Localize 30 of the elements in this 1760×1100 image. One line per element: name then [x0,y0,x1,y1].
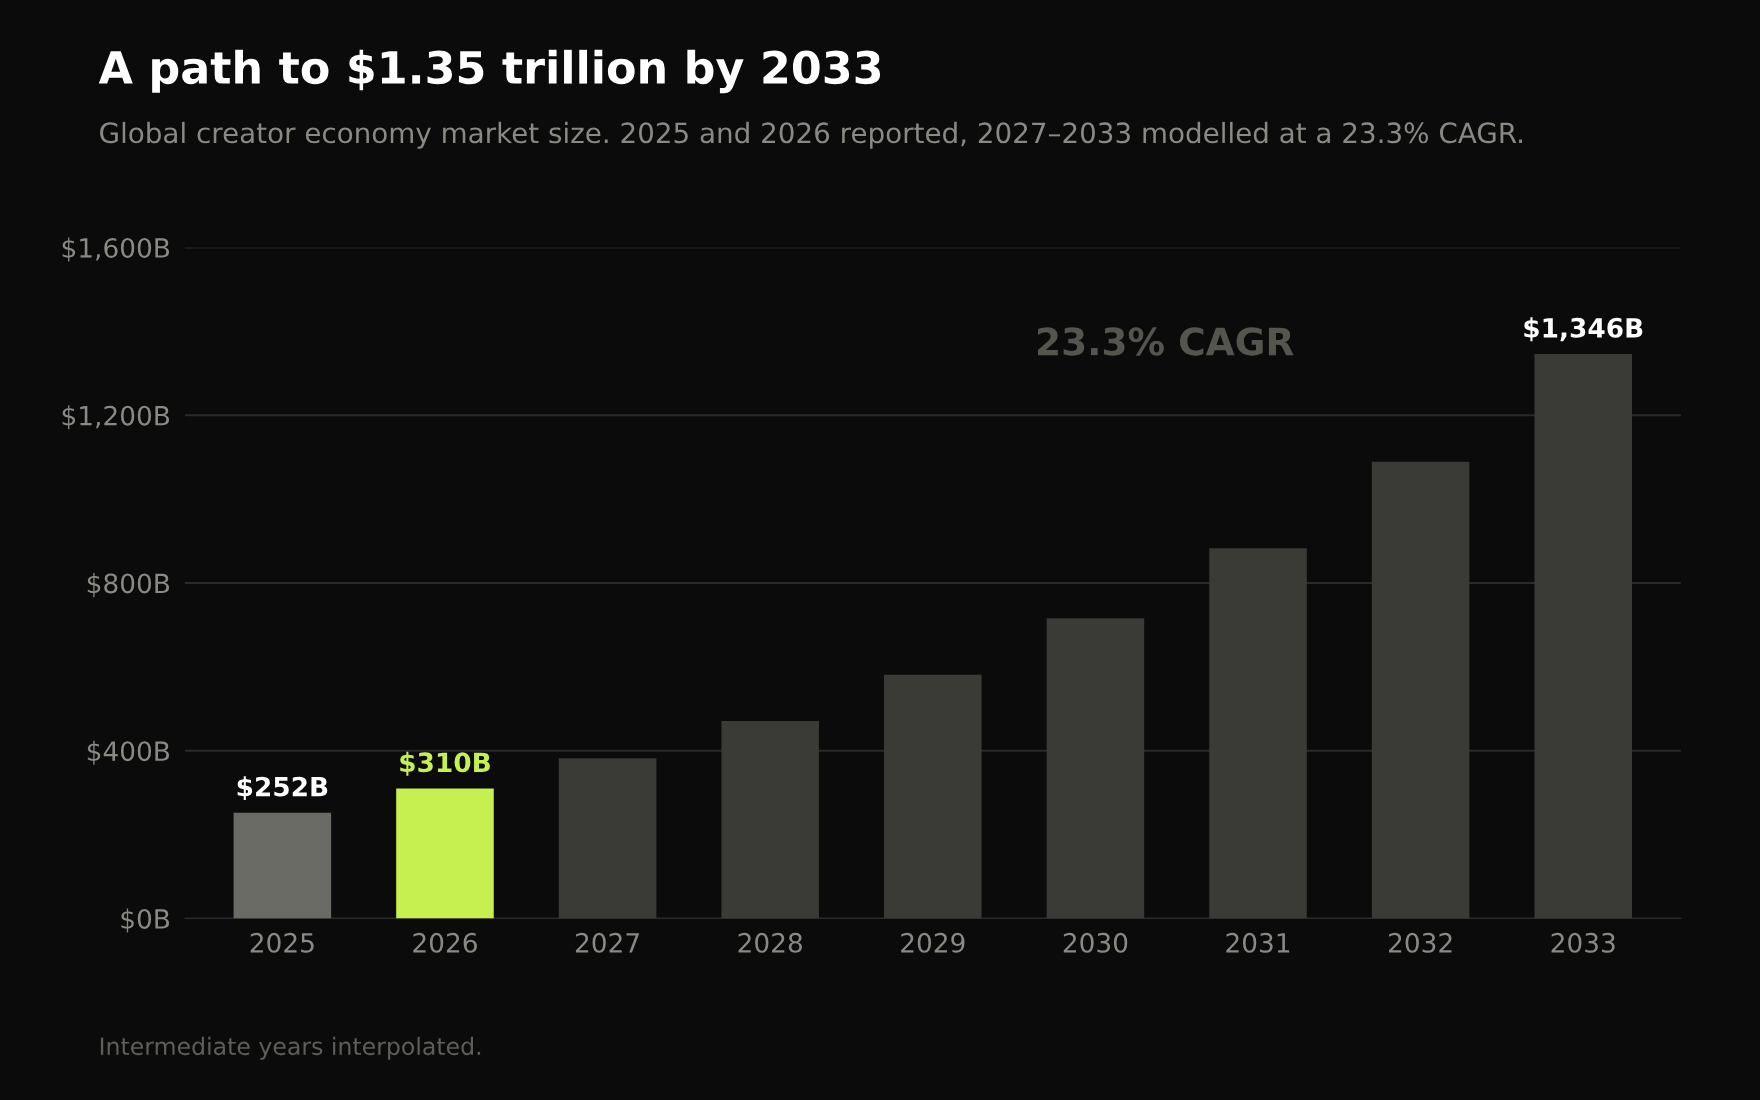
data-label: $1,346B [1524,317,1643,342]
bar [558,758,657,919]
x-tick-label: 2033 [1551,932,1615,953]
y-tick-label: $0B [121,908,170,933]
bar [233,812,332,919]
bar [1046,618,1145,919]
chart-subtitle: Global creator economy market size. 2025 and 2026 reported, 2027–2033 modelled at a 23.3% CAGR. [100,121,1522,149]
chart-title: A path to $1.35 trillion by 2033 [98,49,881,94]
bar [721,720,819,919]
bar [1371,461,1470,919]
x-tick-label: 2025 [250,932,314,953]
x-tick-label: 2030 [1063,932,1128,953]
x-tick-label: 2029 [901,932,965,953]
bar [1209,548,1307,919]
x-tick-label: 2027 [575,932,639,953]
data-label: $310B [400,751,490,776]
y-tick-label: $1,200B [62,405,170,430]
annotation: 23.3% CAGR [1037,327,1294,356]
bar [884,674,982,919]
bar [1534,354,1633,919]
x-tick-label: 2031 [1226,932,1290,953]
bar [396,788,494,919]
x-tick-label: 2032 [1388,932,1452,953]
y-tick-label: $400B [87,740,170,765]
y-tick-label: $800B [87,572,170,597]
text: Intermediate years interpolated. [100,1036,481,1060]
x-tick-label: 2028 [738,932,802,953]
y-tick-label: $1,600B [62,237,170,262]
data-label: $252B [237,776,328,801]
x-tick-label: 2026 [413,932,477,953]
